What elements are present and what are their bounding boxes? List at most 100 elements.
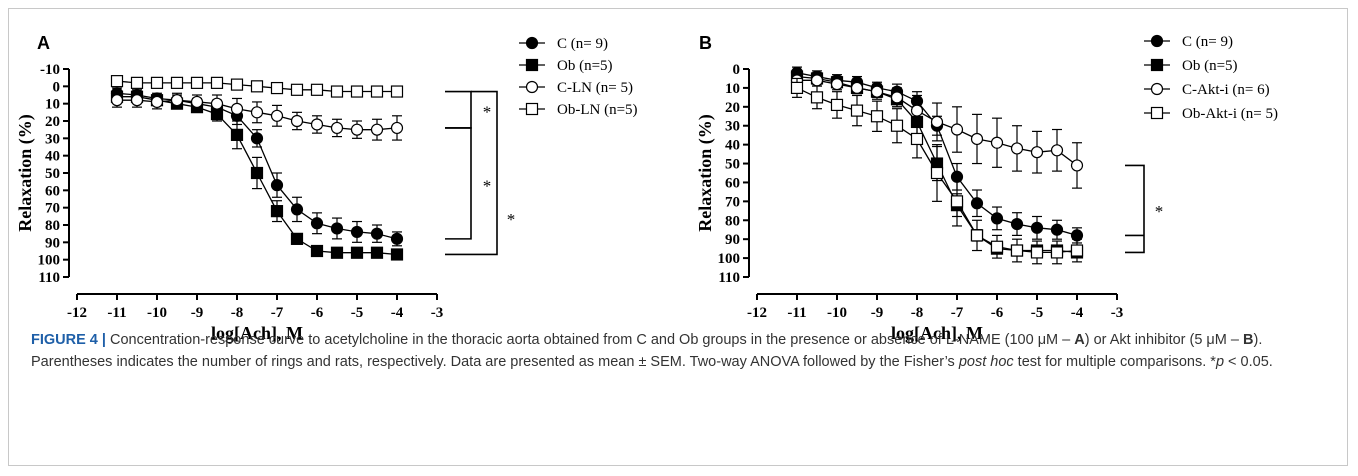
legend-label: C-Akt-i (n= 6)	[1182, 82, 1270, 98]
data-point	[350, 85, 364, 98]
y-tick-label: 40	[725, 138, 740, 154]
data-point	[110, 94, 124, 107]
legend-marker	[1150, 82, 1164, 96]
legend-marker	[525, 80, 539, 94]
data-point	[310, 217, 324, 230]
data-point	[210, 97, 224, 110]
data-point	[790, 81, 804, 95]
x-tick-label: -7	[271, 305, 284, 321]
data-point	[250, 166, 264, 180]
legend-label: Ob (n=5)	[1182, 58, 1238, 74]
x-tick-label: -3	[431, 305, 444, 321]
legend-marker	[1150, 34, 1164, 48]
y-tick-label: 100	[718, 251, 741, 267]
significance-star: *	[1155, 202, 1164, 221]
data-point	[310, 118, 324, 131]
data-point	[330, 85, 344, 98]
data-point	[270, 81, 284, 95]
data-point	[970, 229, 984, 242]
legend-marker	[1150, 58, 1164, 72]
significance-star: *	[507, 210, 516, 229]
data-point	[950, 123, 964, 136]
legend-label: Ob-Akt-i (n= 5)	[1182, 106, 1278, 122]
data-point	[270, 179, 284, 192]
y-tick-label: 60	[725, 175, 740, 191]
data-point	[150, 95, 164, 109]
data-point	[250, 80, 264, 93]
y-tick-label: 70	[725, 194, 740, 210]
data-point	[390, 85, 404, 98]
data-point	[350, 225, 364, 239]
significance-bracket	[445, 90, 498, 256]
data-point	[250, 106, 264, 119]
data-point	[990, 240, 1004, 253]
data-point	[230, 102, 244, 115]
caption-text-4: test for multiple comparisons. *	[1013, 354, 1216, 370]
x-tick-label: -4	[1071, 305, 1084, 321]
x-axis-title: log[Ach], M	[211, 323, 303, 343]
x-tick-label: -8	[911, 305, 924, 321]
caption-text-1: Concentration-response curve to acetylch…	[105, 332, 1075, 348]
data-point	[290, 232, 304, 245]
data-point	[350, 246, 364, 259]
data-point	[1050, 223, 1064, 236]
y-tick-label: 70	[45, 201, 60, 217]
y-axis-title: Relaxation (%)	[15, 114, 36, 231]
data-point	[210, 76, 224, 89]
data-point	[850, 104, 864, 117]
significance-star: *	[483, 176, 492, 195]
data-point	[1050, 246, 1064, 259]
x-tick-label: -7	[951, 305, 964, 321]
data-point	[330, 121, 344, 135]
y-tick-label: 20	[725, 100, 740, 116]
data-point	[930, 115, 944, 129]
legend-label: C-LN (n= 5)	[557, 80, 633, 96]
data-point	[290, 83, 304, 96]
data-point	[1070, 244, 1084, 257]
data-point	[370, 227, 384, 240]
data-point	[830, 78, 844, 91]
data-point	[810, 91, 824, 104]
data-point	[930, 166, 944, 180]
data-point	[850, 81, 864, 95]
data-point	[270, 109, 284, 122]
data-point	[190, 95, 204, 109]
x-axis-title: log[Ach], M	[891, 323, 983, 343]
legend-label: C (n= 9)	[1182, 34, 1233, 50]
data-point	[310, 83, 324, 96]
x-tick-label: -11	[107, 305, 126, 321]
data-point	[150, 76, 164, 89]
significance-bracket	[1125, 164, 1145, 254]
data-point	[990, 212, 1004, 225]
y-tick-label: 90	[45, 235, 60, 251]
data-point	[1030, 146, 1044, 159]
caption-label: FIGURE 4 |	[31, 332, 106, 348]
x-tick-label: -9	[871, 305, 884, 321]
y-tick-label: 40	[45, 149, 60, 165]
data-point	[1030, 246, 1044, 259]
data-point	[370, 246, 384, 259]
x-tick-label: -11	[787, 305, 806, 321]
x-tick-label: -8	[231, 305, 244, 321]
y-axis-title: Relaxation (%)	[695, 114, 716, 231]
caption-italic-posthoc: post hoc	[958, 354, 1014, 370]
data-point	[230, 78, 244, 91]
data-point	[910, 132, 924, 146]
caption-text-2: ) or Akt inhibitor (5 μM –	[1084, 332, 1243, 348]
y-tick-label: 50	[45, 166, 60, 182]
caption-italic-p: p	[1215, 354, 1225, 370]
figure-caption: FIGURE 4 | Concentration-response curve …	[31, 329, 1331, 373]
y-tick-label: 30	[45, 131, 60, 147]
data-point	[950, 195, 964, 208]
data-point	[1070, 159, 1084, 172]
data-point	[870, 85, 884, 98]
x-tick-label: -5	[351, 305, 364, 321]
y-tick-label: 90	[725, 232, 740, 248]
y-tick-label: 80	[45, 218, 60, 234]
legend-marker	[525, 58, 539, 72]
series-3	[110, 75, 404, 98]
data-point	[370, 123, 384, 136]
data-point	[890, 91, 904, 104]
x-tick-label: -10	[147, 305, 167, 321]
data-point	[270, 205, 284, 218]
